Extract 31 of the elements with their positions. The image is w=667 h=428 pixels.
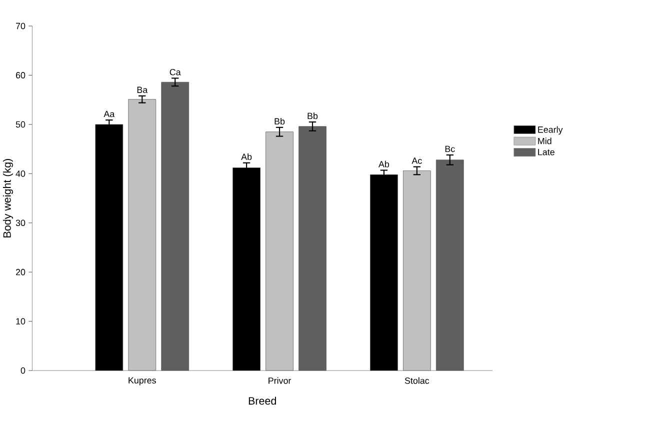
y-tick-label: 50 <box>16 121 26 128</box>
x-axis-title: Breed <box>248 396 276 405</box>
y-tick-label: 0 <box>20 367 26 374</box>
annotation: Ab <box>241 153 252 160</box>
annotation: Aa <box>104 110 115 118</box>
x-tick-label: Kupres <box>128 377 156 386</box>
x-tick-label: Privor <box>268 377 292 384</box>
bar <box>128 99 156 371</box>
legend-label: Late <box>538 149 554 156</box>
annotation: Bb <box>308 112 318 120</box>
y-axis-title: Body weight (kg) <box>2 159 13 238</box>
y-tick-label: 10 <box>16 318 26 324</box>
bar <box>232 168 260 371</box>
bar <box>370 174 398 371</box>
y-tick-label: 20 <box>16 268 26 276</box>
annotation: Bb <box>274 118 285 125</box>
annotation: Ba <box>137 86 148 94</box>
annotation: Ca <box>170 68 181 76</box>
y-tick-label: 30 <box>16 220 26 226</box>
bar <box>95 124 124 371</box>
annotation: Bc <box>445 146 455 152</box>
legend-label: Mid <box>538 138 552 144</box>
legend-label: Eearly <box>538 126 563 135</box>
y-tick-label: 40 <box>16 170 26 177</box>
annotation: Ab <box>378 160 390 168</box>
y-tick-label: 60 <box>16 72 26 78</box>
annotation: Ac <box>412 158 422 164</box>
bar <box>403 170 431 371</box>
y-tick-label: 70 <box>16 22 26 30</box>
x-tick-label: Stolac <box>404 377 430 384</box>
bar <box>266 132 294 371</box>
